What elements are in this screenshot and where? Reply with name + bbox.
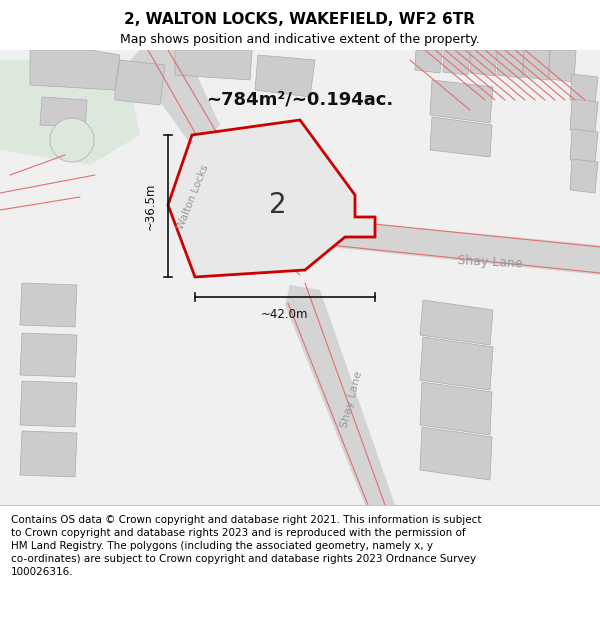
Polygon shape (168, 120, 375, 277)
Polygon shape (195, 130, 295, 200)
Polygon shape (420, 337, 493, 390)
Polygon shape (20, 333, 77, 377)
Polygon shape (420, 427, 492, 480)
Polygon shape (20, 381, 77, 427)
Polygon shape (130, 50, 265, 250)
Polygon shape (310, 220, 600, 275)
Text: ~784m²/~0.194ac.: ~784m²/~0.194ac. (206, 91, 394, 109)
Polygon shape (570, 74, 598, 103)
Text: Walton Locks: Walton Locks (175, 163, 211, 231)
Polygon shape (115, 60, 165, 105)
Text: Contains OS data © Crown copyright and database right 2021. This information is : Contains OS data © Crown copyright and d… (11, 514, 481, 578)
Text: Shay Lane: Shay Lane (340, 371, 364, 429)
Polygon shape (430, 117, 492, 157)
Polygon shape (415, 50, 442, 73)
Polygon shape (285, 285, 395, 505)
Polygon shape (40, 97, 87, 127)
Polygon shape (470, 50, 497, 76)
Polygon shape (443, 50, 470, 75)
Polygon shape (430, 80, 493, 123)
Polygon shape (0, 60, 140, 165)
Text: 2: 2 (269, 191, 287, 219)
Polygon shape (30, 50, 120, 90)
Polygon shape (570, 129, 598, 163)
Polygon shape (20, 431, 77, 477)
Polygon shape (549, 50, 576, 82)
Polygon shape (20, 283, 77, 327)
Polygon shape (570, 159, 598, 193)
Text: ~42.0m: ~42.0m (261, 309, 309, 321)
Polygon shape (175, 50, 252, 80)
Polygon shape (420, 382, 492, 435)
Polygon shape (155, 50, 230, 175)
Polygon shape (523, 50, 550, 80)
Polygon shape (50, 118, 94, 162)
Text: 2, WALTON LOCKS, WAKEFIELD, WF2 6TR: 2, WALTON LOCKS, WAKEFIELD, WF2 6TR (125, 11, 476, 26)
Polygon shape (497, 50, 524, 78)
Text: Map shows position and indicative extent of the property.: Map shows position and indicative extent… (120, 32, 480, 46)
Polygon shape (570, 99, 598, 133)
Polygon shape (420, 300, 493, 345)
Text: ~36.5m: ~36.5m (143, 182, 157, 229)
Polygon shape (0, 50, 600, 505)
Text: Shay Lane: Shay Lane (457, 254, 523, 270)
Polygon shape (155, 50, 220, 135)
Polygon shape (255, 55, 315, 97)
